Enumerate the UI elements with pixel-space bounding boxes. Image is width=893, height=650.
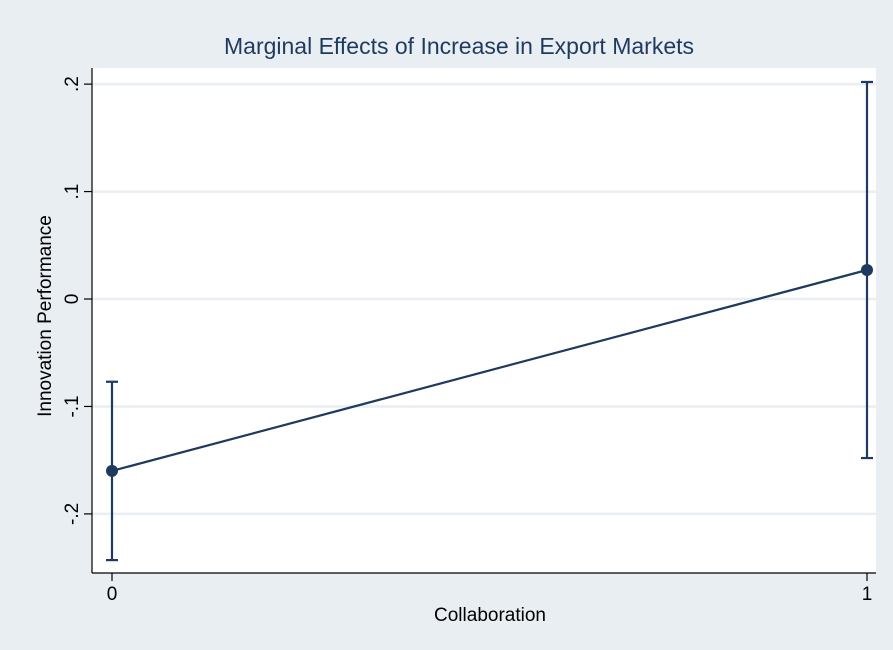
plot-area (92, 68, 876, 573)
x-tick-label: 1 (862, 584, 873, 605)
chart-title: Marginal Effects of Increase in Export M… (224, 33, 694, 59)
y-tick-label: -.1 (62, 395, 83, 417)
x-axis-title: Collaboration (434, 605, 546, 626)
gridlines (92, 82, 876, 516)
data-point (106, 464, 118, 477)
y-axis: -.2 -.1 0 .1 .2 (62, 68, 93, 573)
series-line (111, 268, 868, 472)
y-tick-label: -.2 (62, 503, 83, 525)
y-tick-label: 0 (62, 294, 83, 305)
y-tick-label: .2 (62, 76, 83, 92)
series-layer (106, 80, 873, 562)
data-point (861, 264, 873, 276)
x-tick-label: 0 (107, 584, 118, 605)
y-axis-title: Innovation Performance (35, 215, 56, 417)
y-tick-label: .1 (62, 184, 83, 200)
